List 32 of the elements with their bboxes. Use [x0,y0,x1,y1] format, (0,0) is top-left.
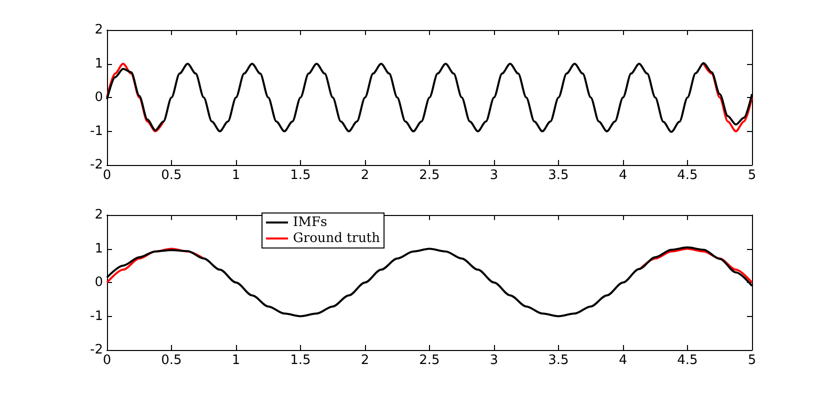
y-tick-label: 2 [94,22,103,38]
x-tick-label: 4 [618,353,628,368]
y-tick-label: -1 [90,124,103,139]
x-tick-label: 2 [360,353,370,368]
x-tick-label: 4.5 [677,168,698,183]
x-tick-label: 3 [490,168,498,183]
x-tick-label: 3 [490,353,498,368]
x-tick-label: 2.5 [419,168,440,183]
legend-label: Ground truth [293,231,381,246]
x-tick-label: 4.5 [677,353,698,368]
x-tick-label: 1 [232,353,240,368]
x-tick-label: 1 [232,168,240,183]
x-tick-label: 2.5 [419,353,440,368]
x-tick-label: 4 [618,168,628,183]
x-tick-label: 0.5 [161,168,182,183]
x-tick-label: 2 [360,168,370,183]
y-tick-label: 0 [94,275,103,290]
x-tick-label: 1.5 [290,168,311,183]
x-tick-label: 1.5 [290,353,311,368]
legend-label: IMFs [293,215,328,230]
y-tick-label: -2 [90,342,103,358]
x-tick-label: 0.5 [161,353,182,368]
x-tick-label: 5 [748,353,756,368]
y-tick-label: 1 [94,56,103,72]
y-tick-label: -2 [90,158,103,172]
x-tick-label: 3.5 [548,353,569,368]
y-tick-label: -1 [90,308,103,324]
y-tick-label: 1 [94,241,103,256]
x-tick-label: 3.5 [548,168,569,183]
x-tick-label: 5 [748,168,756,183]
y-tick-label: 2 [94,208,103,222]
y-tick-label: 0 [94,90,103,105]
